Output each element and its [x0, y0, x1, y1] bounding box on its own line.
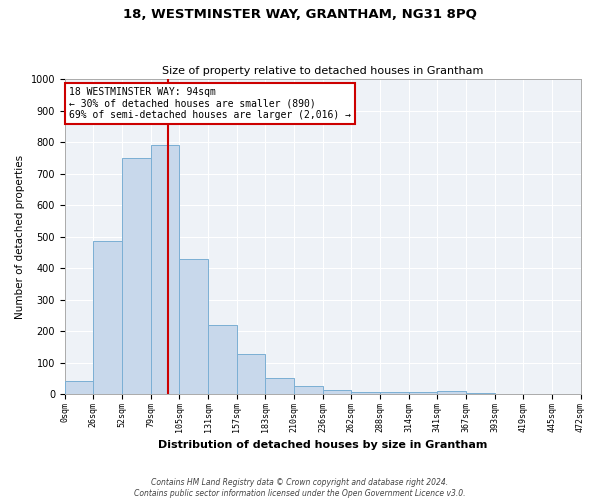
Bar — [409, 392, 437, 394]
Y-axis label: Number of detached properties: Number of detached properties — [15, 154, 25, 318]
Bar — [265, 378, 294, 394]
Bar — [294, 386, 323, 394]
Bar — [179, 258, 208, 394]
Bar — [151, 145, 179, 394]
Bar — [380, 392, 409, 394]
Text: 18, WESTMINSTER WAY, GRANTHAM, NG31 8PQ: 18, WESTMINSTER WAY, GRANTHAM, NG31 8PQ — [123, 8, 477, 20]
Title: Size of property relative to detached houses in Grantham: Size of property relative to detached ho… — [162, 66, 484, 76]
Text: Contains HM Land Registry data © Crown copyright and database right 2024.
Contai: Contains HM Land Registry data © Crown c… — [134, 478, 466, 498]
Bar — [437, 391, 466, 394]
Bar — [94, 242, 122, 394]
Text: 18 WESTMINSTER WAY: 94sqm
← 30% of detached houses are smaller (890)
69% of semi: 18 WESTMINSTER WAY: 94sqm ← 30% of detac… — [69, 87, 351, 120]
Bar — [351, 392, 380, 394]
Bar — [236, 354, 265, 394]
Bar — [323, 390, 351, 394]
Bar — [65, 382, 94, 394]
Bar — [122, 158, 151, 394]
X-axis label: Distribution of detached houses by size in Grantham: Distribution of detached houses by size … — [158, 440, 487, 450]
Bar — [208, 324, 236, 394]
